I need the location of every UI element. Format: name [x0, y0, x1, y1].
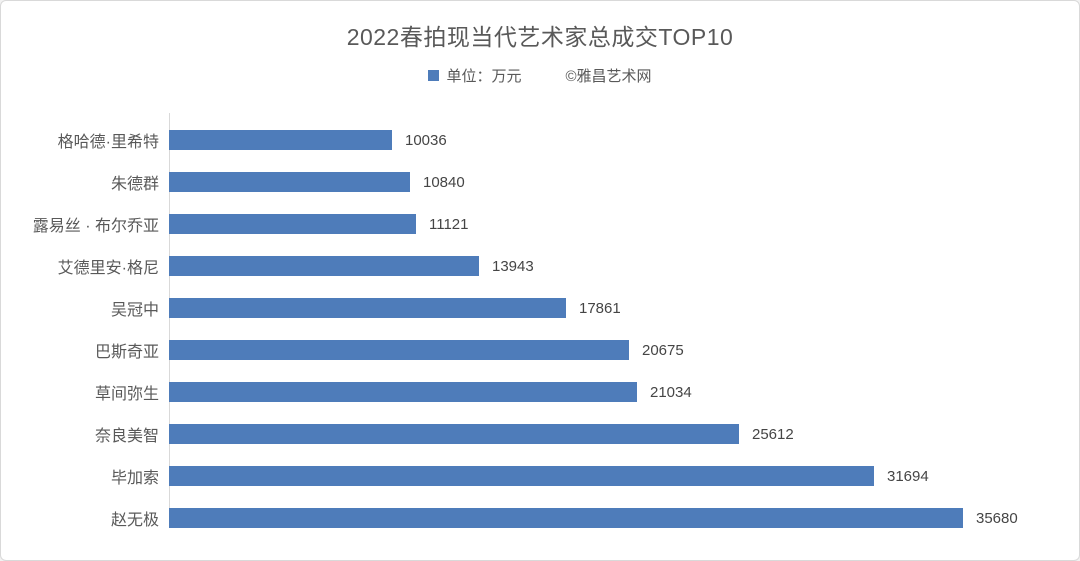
bar-zone: 13943 [169, 245, 1079, 287]
bar [169, 256, 479, 276]
value-label: 21034 [650, 383, 692, 401]
value-label: 25612 [752, 425, 794, 443]
category-label: 朱德群 [110, 176, 159, 193]
value-label: 31694 [887, 467, 929, 485]
bar [169, 298, 566, 318]
category-label: 草间弥生 [94, 386, 159, 403]
bar [169, 508, 963, 528]
bar-row: 吴冠中 17861 [1, 287, 1079, 329]
category-label: 艾德里安·格尼 [57, 260, 159, 277]
bar-zone: 31694 [169, 455, 1079, 497]
category-label: 奈良美智 [94, 428, 159, 445]
category-label: 巴斯奇亚 [94, 344, 159, 361]
bar [169, 340, 629, 360]
bar-zone: 35680 [169, 497, 1079, 539]
value-label: 11121 [429, 215, 469, 233]
bar [169, 214, 416, 234]
bar-zone: 11121 [169, 203, 1079, 245]
bar-row: 朱德群 10840 [1, 161, 1079, 203]
bar [169, 382, 637, 402]
value-label: 13943 [492, 257, 534, 275]
bar-chart: 格哈德·里希特 10036 朱德群 10840 露易丝 · 布尔乔亚 11121… [1, 113, 1079, 539]
legend-item-unit: 单位：万元 [428, 65, 521, 86]
bar-zone: 25612 [169, 413, 1079, 455]
bar-zone: 10840 [169, 161, 1079, 203]
bar-row: 赵无极 35680 [1, 497, 1079, 539]
value-label: 10036 [405, 131, 447, 149]
bar-row: 草间弥生 21034 [1, 371, 1079, 413]
chart-title: 2022春拍现当代艺术家总成交TOP10 [346, 24, 734, 50]
bar-zone: 21034 [169, 371, 1079, 413]
category-label: 吴冠中 [110, 302, 159, 319]
credit-label: ©雅昌艺术网 [565, 68, 652, 85]
bar-row: 格哈德·里希特 10036 [1, 119, 1079, 161]
bar-zone: 17861 [169, 287, 1079, 329]
bar-row: 巴斯奇亚 20675 [1, 329, 1079, 371]
bar-row: 艾德里安·格尼 13943 [1, 245, 1079, 287]
y-axis-line [169, 113, 170, 525]
bar-rows: 格哈德·里希特 10036 朱德群 10840 露易丝 · 布尔乔亚 11121… [1, 119, 1079, 539]
bar [169, 172, 410, 192]
value-label: 20675 [642, 341, 684, 359]
category-label: 格哈德·里希特 [57, 134, 159, 151]
bar-zone: 20675 [169, 329, 1079, 371]
legend-row: 单位：万元 ©雅昌艺术网 [1, 65, 1079, 86]
bar-zone: 10036 [169, 119, 1079, 161]
legend-swatch-icon [428, 70, 440, 81]
bar [169, 130, 392, 150]
bar-row: 毕加索 31694 [1, 455, 1079, 497]
category-label: 毕加索 [110, 470, 159, 487]
bar-row: 露易丝 · 布尔乔亚 11121 [1, 203, 1079, 245]
category-label: 露易丝 · 布尔乔亚 [32, 218, 159, 235]
category-label: 赵无极 [110, 512, 159, 529]
legend-unit-label: 单位：万元 [446, 68, 522, 85]
bar [169, 424, 739, 444]
value-label: 17861 [579, 299, 621, 317]
value-label: 35680 [976, 509, 1018, 527]
bar-row: 奈良美智 25612 [1, 413, 1079, 455]
bar [169, 466, 874, 486]
value-label: 10840 [423, 173, 465, 191]
